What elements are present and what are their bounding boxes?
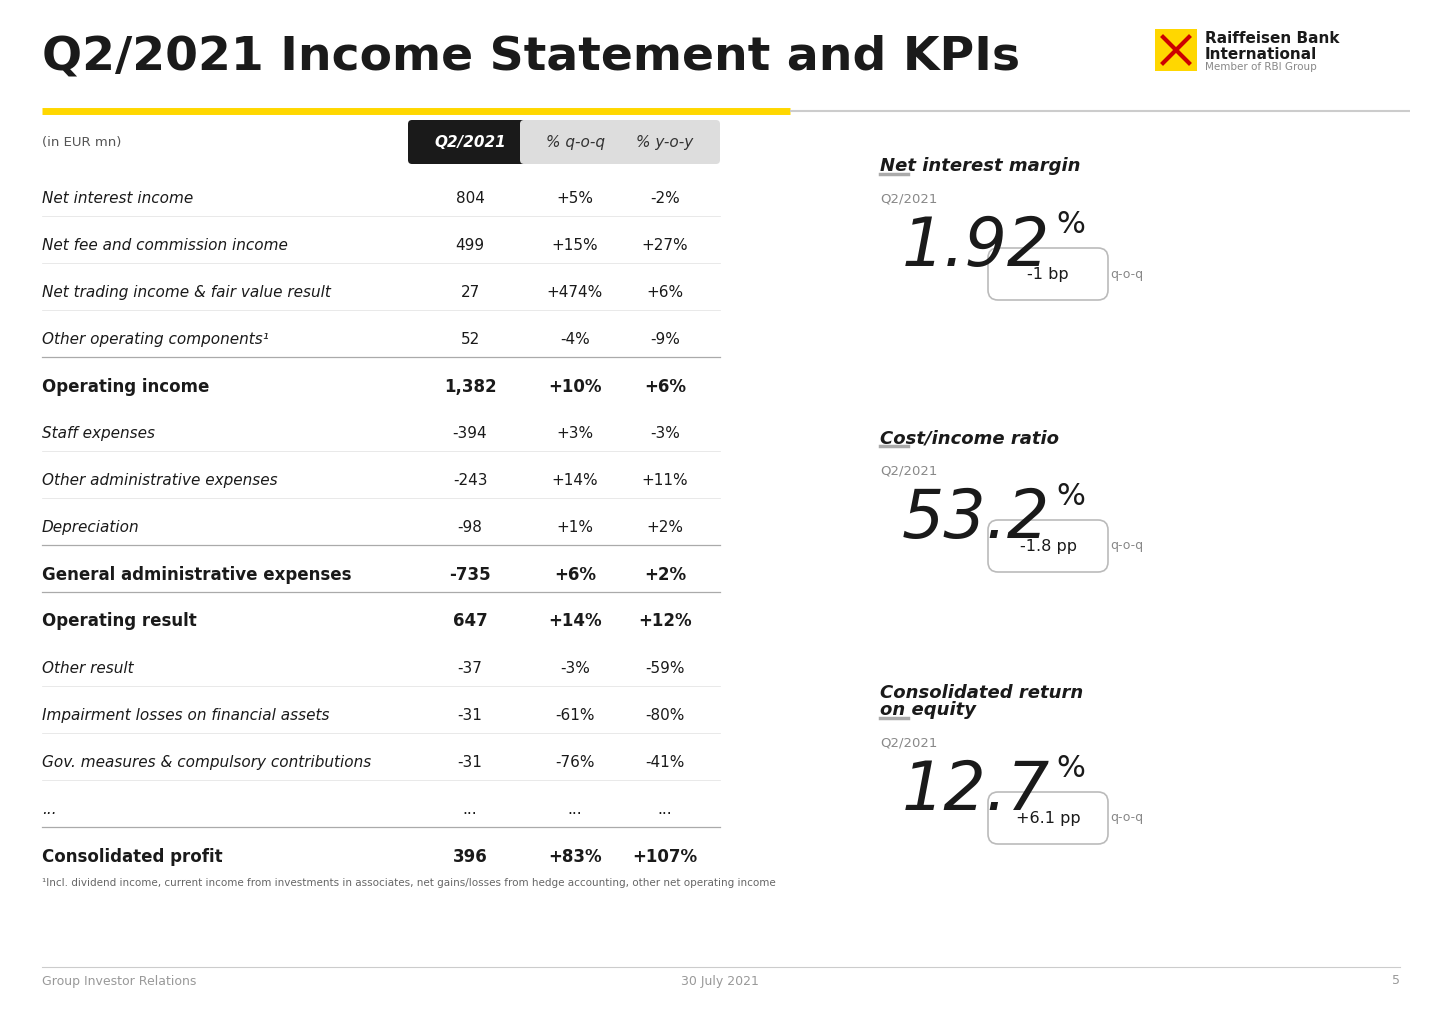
- Text: 499: 499: [455, 238, 485, 253]
- Text: +5%: +5%: [556, 191, 593, 206]
- Text: +15%: +15%: [552, 238, 598, 253]
- Text: Cost/income ratio: Cost/income ratio: [880, 429, 1058, 447]
- Text: +10%: +10%: [549, 377, 602, 395]
- Text: q-o-q: q-o-q: [1110, 539, 1143, 552]
- Text: Other operating components¹: Other operating components¹: [42, 332, 269, 347]
- Text: 52: 52: [461, 332, 480, 347]
- Text: 804: 804: [455, 191, 484, 206]
- Text: -4%: -4%: [560, 332, 590, 347]
- Text: Gov. measures & compulsory contributions: Gov. measures & compulsory contributions: [42, 755, 372, 770]
- Text: Net trading income & fair value result: Net trading income & fair value result: [42, 285, 331, 300]
- Text: 5: 5: [1392, 974, 1400, 987]
- Text: 27: 27: [461, 285, 480, 300]
- Text: Q2/2021: Q2/2021: [433, 135, 505, 150]
- Text: on equity: on equity: [880, 701, 976, 719]
- Text: Staff expenses: Staff expenses: [42, 426, 156, 441]
- Text: +2%: +2%: [647, 520, 684, 535]
- Text: -41%: -41%: [645, 755, 684, 770]
- Text: -31: -31: [458, 708, 482, 723]
- Text: % q-o-q: % q-o-q: [546, 135, 605, 150]
- Text: +27%: +27%: [642, 238, 688, 253]
- Text: -37: -37: [458, 661, 482, 676]
- Text: -3%: -3%: [649, 426, 680, 441]
- Text: %: %: [1056, 210, 1084, 239]
- Text: +14%: +14%: [552, 473, 598, 488]
- Text: (in EUR mn): (in EUR mn): [42, 136, 121, 149]
- Text: +12%: +12%: [638, 612, 691, 631]
- Text: International: International: [1205, 47, 1318, 62]
- Text: Raiffeisen Bank: Raiffeisen Bank: [1205, 31, 1339, 46]
- Text: -2%: -2%: [649, 191, 680, 206]
- Text: Impairment losses on financial assets: Impairment losses on financial assets: [42, 708, 330, 723]
- Text: -735: -735: [449, 566, 491, 584]
- Text: General administrative expenses: General administrative expenses: [42, 566, 351, 584]
- Text: ...: ...: [462, 802, 477, 817]
- Text: %: %: [1056, 482, 1084, 511]
- Text: Operating income: Operating income: [42, 377, 209, 395]
- Text: q-o-q: q-o-q: [1110, 811, 1143, 824]
- Text: 30 July 2021: 30 July 2021: [681, 974, 759, 987]
- Text: -3%: -3%: [560, 661, 590, 676]
- Text: +6.1 pp: +6.1 pp: [1015, 810, 1080, 825]
- Text: +474%: +474%: [547, 285, 603, 300]
- Text: %: %: [1056, 754, 1084, 783]
- Text: -394: -394: [452, 426, 487, 441]
- FancyBboxPatch shape: [408, 120, 530, 164]
- FancyBboxPatch shape: [611, 120, 720, 164]
- Text: -61%: -61%: [556, 708, 595, 723]
- Text: Q2/2021: Q2/2021: [880, 192, 937, 205]
- FancyBboxPatch shape: [1155, 29, 1197, 71]
- Text: Depreciation: Depreciation: [42, 520, 140, 535]
- Text: Other result: Other result: [42, 661, 134, 676]
- Text: Q2/2021 Income Statement and KPIs: Q2/2021 Income Statement and KPIs: [42, 34, 1020, 79]
- Text: 647: 647: [452, 612, 487, 631]
- Text: Net interest margin: Net interest margin: [880, 157, 1080, 175]
- Text: +6%: +6%: [647, 285, 684, 300]
- Text: ¹Incl. dividend income, current income from investments in associates, net gains: ¹Incl. dividend income, current income f…: [42, 878, 776, 888]
- Text: -9%: -9%: [649, 332, 680, 347]
- Text: 53.2: 53.2: [901, 486, 1050, 552]
- Text: q-o-q: q-o-q: [1110, 268, 1143, 280]
- Text: 396: 396: [452, 848, 487, 865]
- Text: -1 bp: -1 bp: [1027, 267, 1068, 281]
- Text: Group Investor Relations: Group Investor Relations: [42, 974, 196, 987]
- Text: Other administrative expenses: Other administrative expenses: [42, 473, 278, 488]
- Text: Q2/2021: Q2/2021: [880, 464, 937, 477]
- Text: Net fee and commission income: Net fee and commission income: [42, 238, 288, 253]
- Text: Consolidated profit: Consolidated profit: [42, 848, 223, 865]
- FancyBboxPatch shape: [520, 120, 628, 164]
- Text: 1.92: 1.92: [901, 214, 1050, 280]
- Text: Consolidated return: Consolidated return: [880, 684, 1083, 702]
- Text: ...: ...: [658, 802, 672, 817]
- Text: ...: ...: [42, 802, 56, 817]
- Text: +6%: +6%: [644, 377, 685, 395]
- Text: -31: -31: [458, 755, 482, 770]
- Text: -98: -98: [458, 520, 482, 535]
- Text: -1.8 pp: -1.8 pp: [1020, 538, 1077, 553]
- Text: +14%: +14%: [549, 612, 602, 631]
- Text: +11%: +11%: [642, 473, 688, 488]
- Text: ...: ...: [567, 802, 582, 817]
- Text: +1%: +1%: [556, 520, 593, 535]
- Text: Net interest income: Net interest income: [42, 191, 193, 206]
- FancyBboxPatch shape: [988, 520, 1107, 572]
- Text: +3%: +3%: [556, 426, 593, 441]
- Text: Operating result: Operating result: [42, 612, 197, 631]
- Text: +2%: +2%: [644, 566, 685, 584]
- Text: -76%: -76%: [556, 755, 595, 770]
- Text: +6%: +6%: [554, 566, 596, 584]
- Text: +107%: +107%: [632, 848, 697, 865]
- Text: % y-o-y: % y-o-y: [636, 135, 694, 150]
- Text: -59%: -59%: [645, 661, 685, 676]
- Text: 12.7: 12.7: [901, 758, 1050, 824]
- Text: 1,382: 1,382: [444, 377, 497, 395]
- Text: +83%: +83%: [549, 848, 602, 865]
- Text: -243: -243: [452, 473, 487, 488]
- Text: -80%: -80%: [645, 708, 684, 723]
- FancyBboxPatch shape: [988, 792, 1107, 844]
- Text: Q2/2021: Q2/2021: [880, 736, 937, 749]
- Text: Member of RBI Group: Member of RBI Group: [1205, 62, 1316, 72]
- FancyBboxPatch shape: [988, 248, 1107, 300]
